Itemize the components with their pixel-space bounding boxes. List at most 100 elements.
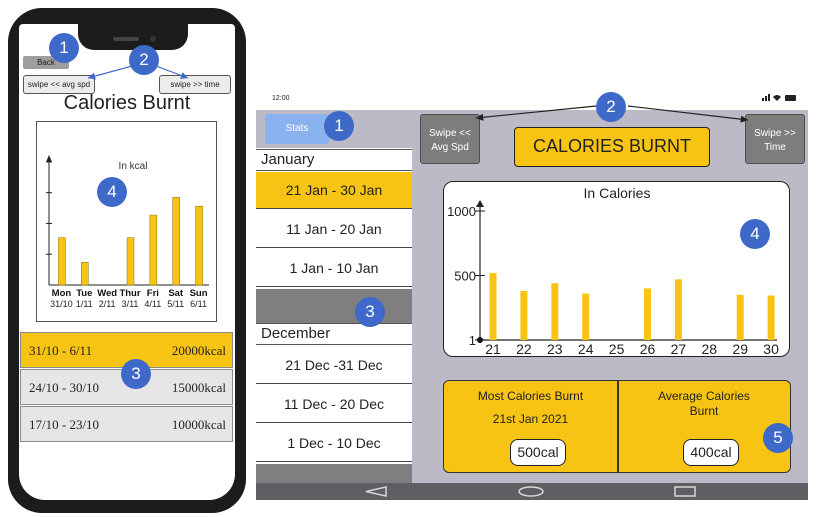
- chart-bar: [126, 237, 135, 286]
- chart-bar: [767, 295, 775, 340]
- y-tick-label: 1000: [447, 204, 476, 219]
- chart-bar: [149, 214, 158, 286]
- status-time: 12:00: [272, 95, 290, 102]
- tablet-chart-frame: [443, 181, 790, 357]
- x-tick-date: 5/11: [167, 299, 184, 309]
- x-tick-date: 6/11: [190, 299, 207, 309]
- x-tick-date: 4/11: [144, 299, 161, 309]
- chart-title: In Calories: [584, 185, 651, 201]
- date-range-item[interactable]: 1 Dec - 10 Dec: [256, 425, 412, 462]
- x-tick-day: Sat: [168, 288, 184, 299]
- week-range: 24/10 - 30/10: [29, 380, 100, 395]
- back-triangle-icon[interactable]: [364, 486, 388, 497]
- x-tick-label: 21: [485, 341, 501, 357]
- date-range-item[interactable]: 11 Dec - 20 Dec: [256, 386, 412, 423]
- battery-icon: [785, 95, 796, 101]
- x-tick-day: Tue: [76, 288, 92, 299]
- week-total: 20000kcal: [171, 343, 226, 358]
- week-total: 15000kcal: [171, 380, 226, 395]
- list-separator: [256, 289, 412, 323]
- swipe-avg-speed-button[interactable]: Swipe << Avg Spd: [420, 114, 480, 164]
- chart-unit-label: In kcal: [119, 161, 148, 172]
- y-tick-label: 500: [454, 269, 476, 284]
- home-circle-icon[interactable]: [517, 486, 545, 497]
- chart-bar: [736, 294, 744, 340]
- date-range-item[interactable]: 1 Jan - 10 Jan: [256, 250, 412, 287]
- x-tick-date: 31/10: [50, 299, 73, 309]
- list-separator: [256, 464, 412, 483]
- y-tick-label: 1: [469, 333, 476, 348]
- x-tick-label: 30: [763, 341, 779, 357]
- average-calories-title-line2: Burnt: [689, 404, 719, 418]
- phone-week-row[interactable]: 24/10 - 30/10 15000kcal: [20, 369, 233, 405]
- x-tick-date: 2/11: [99, 299, 116, 309]
- most-calories-value: 500cal: [510, 439, 566, 466]
- chart-bar: [644, 288, 651, 340]
- annotation-badge: 2: [129, 45, 159, 75]
- x-tick-label: 27: [671, 341, 687, 357]
- week-total: 10000kcal: [171, 417, 226, 432]
- month-header-december: December: [256, 323, 412, 345]
- annotation-badge: 5: [763, 423, 793, 453]
- most-calories-title: Most Calories Burnt: [477, 389, 584, 403]
- x-tick-date: 3/11: [122, 299, 139, 309]
- annotation-badge: 2: [596, 92, 626, 122]
- wifi-icon: [773, 95, 781, 101]
- phone-speaker: [113, 37, 139, 41]
- date-range-item[interactable]: 21 Jan - 30 Jan: [256, 172, 412, 209]
- swipe-avg-speed-line2: Avg Spd: [431, 142, 469, 153]
- x-tick-label: 25: [609, 341, 625, 357]
- status-icons: [762, 93, 798, 104]
- x-tick-label: 23: [547, 341, 563, 357]
- x-tick-label: 28: [702, 341, 718, 357]
- annotation-badge: 3: [355, 297, 385, 327]
- date-range-item[interactable]: 11 Jan - 20 Jan: [256, 211, 412, 248]
- annotation-badge: 4: [740, 219, 770, 249]
- chart-bar: [172, 197, 180, 286]
- date-range-item[interactable]: 21 Dec -31 Dec: [256, 347, 412, 384]
- month-header-january: January: [256, 149, 412, 171]
- average-calories-title-line1: Average Calories: [658, 389, 750, 403]
- phone-camera: [150, 36, 156, 42]
- phone-notch: [78, 18, 188, 50]
- annotation-badge: 3: [121, 359, 151, 389]
- swipe-time-line2: Time: [764, 142, 786, 153]
- phone-page-title: Calories Burnt: [63, 92, 191, 114]
- x-tick-label: 22: [516, 341, 532, 357]
- x-tick-day: Wed: [97, 288, 117, 299]
- tablet-calories-chart: In Calories 1 500 1000 21 22 23 24 25 26 27 28 29 30: [447, 185, 779, 357]
- annotation-badge: 1: [49, 33, 79, 63]
- y-axis-arrow: [476, 200, 484, 207]
- recents-square-icon[interactable]: [673, 486, 697, 497]
- phone-swipe-avg-speed-button[interactable]: swipe << avg spd: [23, 75, 95, 94]
- stats-button[interactable]: Stats: [265, 114, 329, 144]
- chart-bar: [582, 293, 590, 340]
- x-tick-label: 26: [640, 341, 656, 357]
- tablet-nav-bar: [256, 483, 808, 500]
- x-tick-label: 29: [732, 341, 748, 357]
- x-tick-day: Thur: [119, 288, 140, 299]
- week-range: 17/10 - 23/10: [29, 417, 100, 432]
- chart-bar: [58, 237, 66, 286]
- swipe-avg-speed-line1: Swipe <<: [429, 128, 471, 139]
- chart-bar: [674, 279, 682, 340]
- signal-icon: [762, 98, 764, 101]
- chart-bar: [551, 283, 559, 340]
- chart-bar: [520, 290, 528, 340]
- most-calories-date: 21st Jan 2021: [492, 412, 569, 426]
- chart-bar: [195, 205, 203, 286]
- phone-chart-frame: [36, 121, 217, 322]
- swipe-time-button[interactable]: Swipe >> Time: [745, 114, 805, 164]
- average-calories-value: 400cal: [683, 439, 739, 466]
- x-tick-label: 24: [578, 341, 594, 357]
- phone-week-row[interactable]: 17/10 - 23/10 10000kcal: [20, 406, 233, 442]
- tablet-status-bar: [256, 88, 808, 110]
- x-tick-day: Fri: [147, 288, 159, 299]
- annotation-badge: 1: [324, 111, 354, 141]
- week-range: 31/10 - 6/11: [29, 343, 93, 358]
- x-tick-date: 1/11: [76, 299, 93, 309]
- phone-swipe-time-button[interactable]: swipe >> time: [159, 75, 231, 94]
- swipe-time-line1: Swipe >>: [754, 128, 796, 139]
